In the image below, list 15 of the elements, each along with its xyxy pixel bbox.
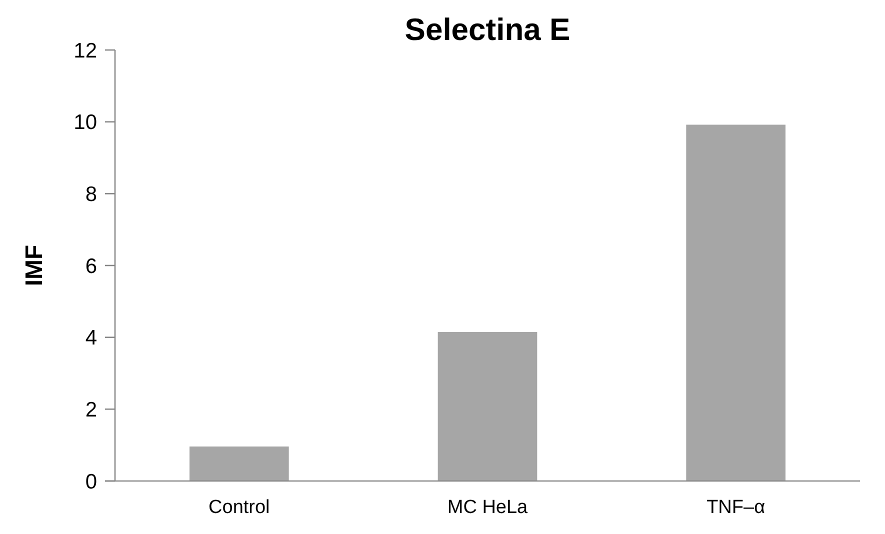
x-tick-label: MC HeLa xyxy=(447,497,528,518)
y-axis-title: IMF xyxy=(21,244,48,286)
y-tick-label: 6 xyxy=(85,254,97,278)
bar xyxy=(686,124,786,481)
x-tick-label: Control xyxy=(208,497,270,518)
y-tick-label: 0 xyxy=(85,470,97,494)
chart-title: Selectina E xyxy=(404,12,570,47)
y-tick-label: 4 xyxy=(85,326,98,350)
y-tick-label: 2 xyxy=(85,398,97,422)
y-tick-label: 8 xyxy=(85,183,97,206)
bar xyxy=(190,446,289,481)
bar xyxy=(438,332,538,481)
y-tick-label: 12 xyxy=(74,39,97,62)
y-tick-label: 10 xyxy=(74,111,97,134)
x-tick-label: TNF–α xyxy=(706,497,766,518)
